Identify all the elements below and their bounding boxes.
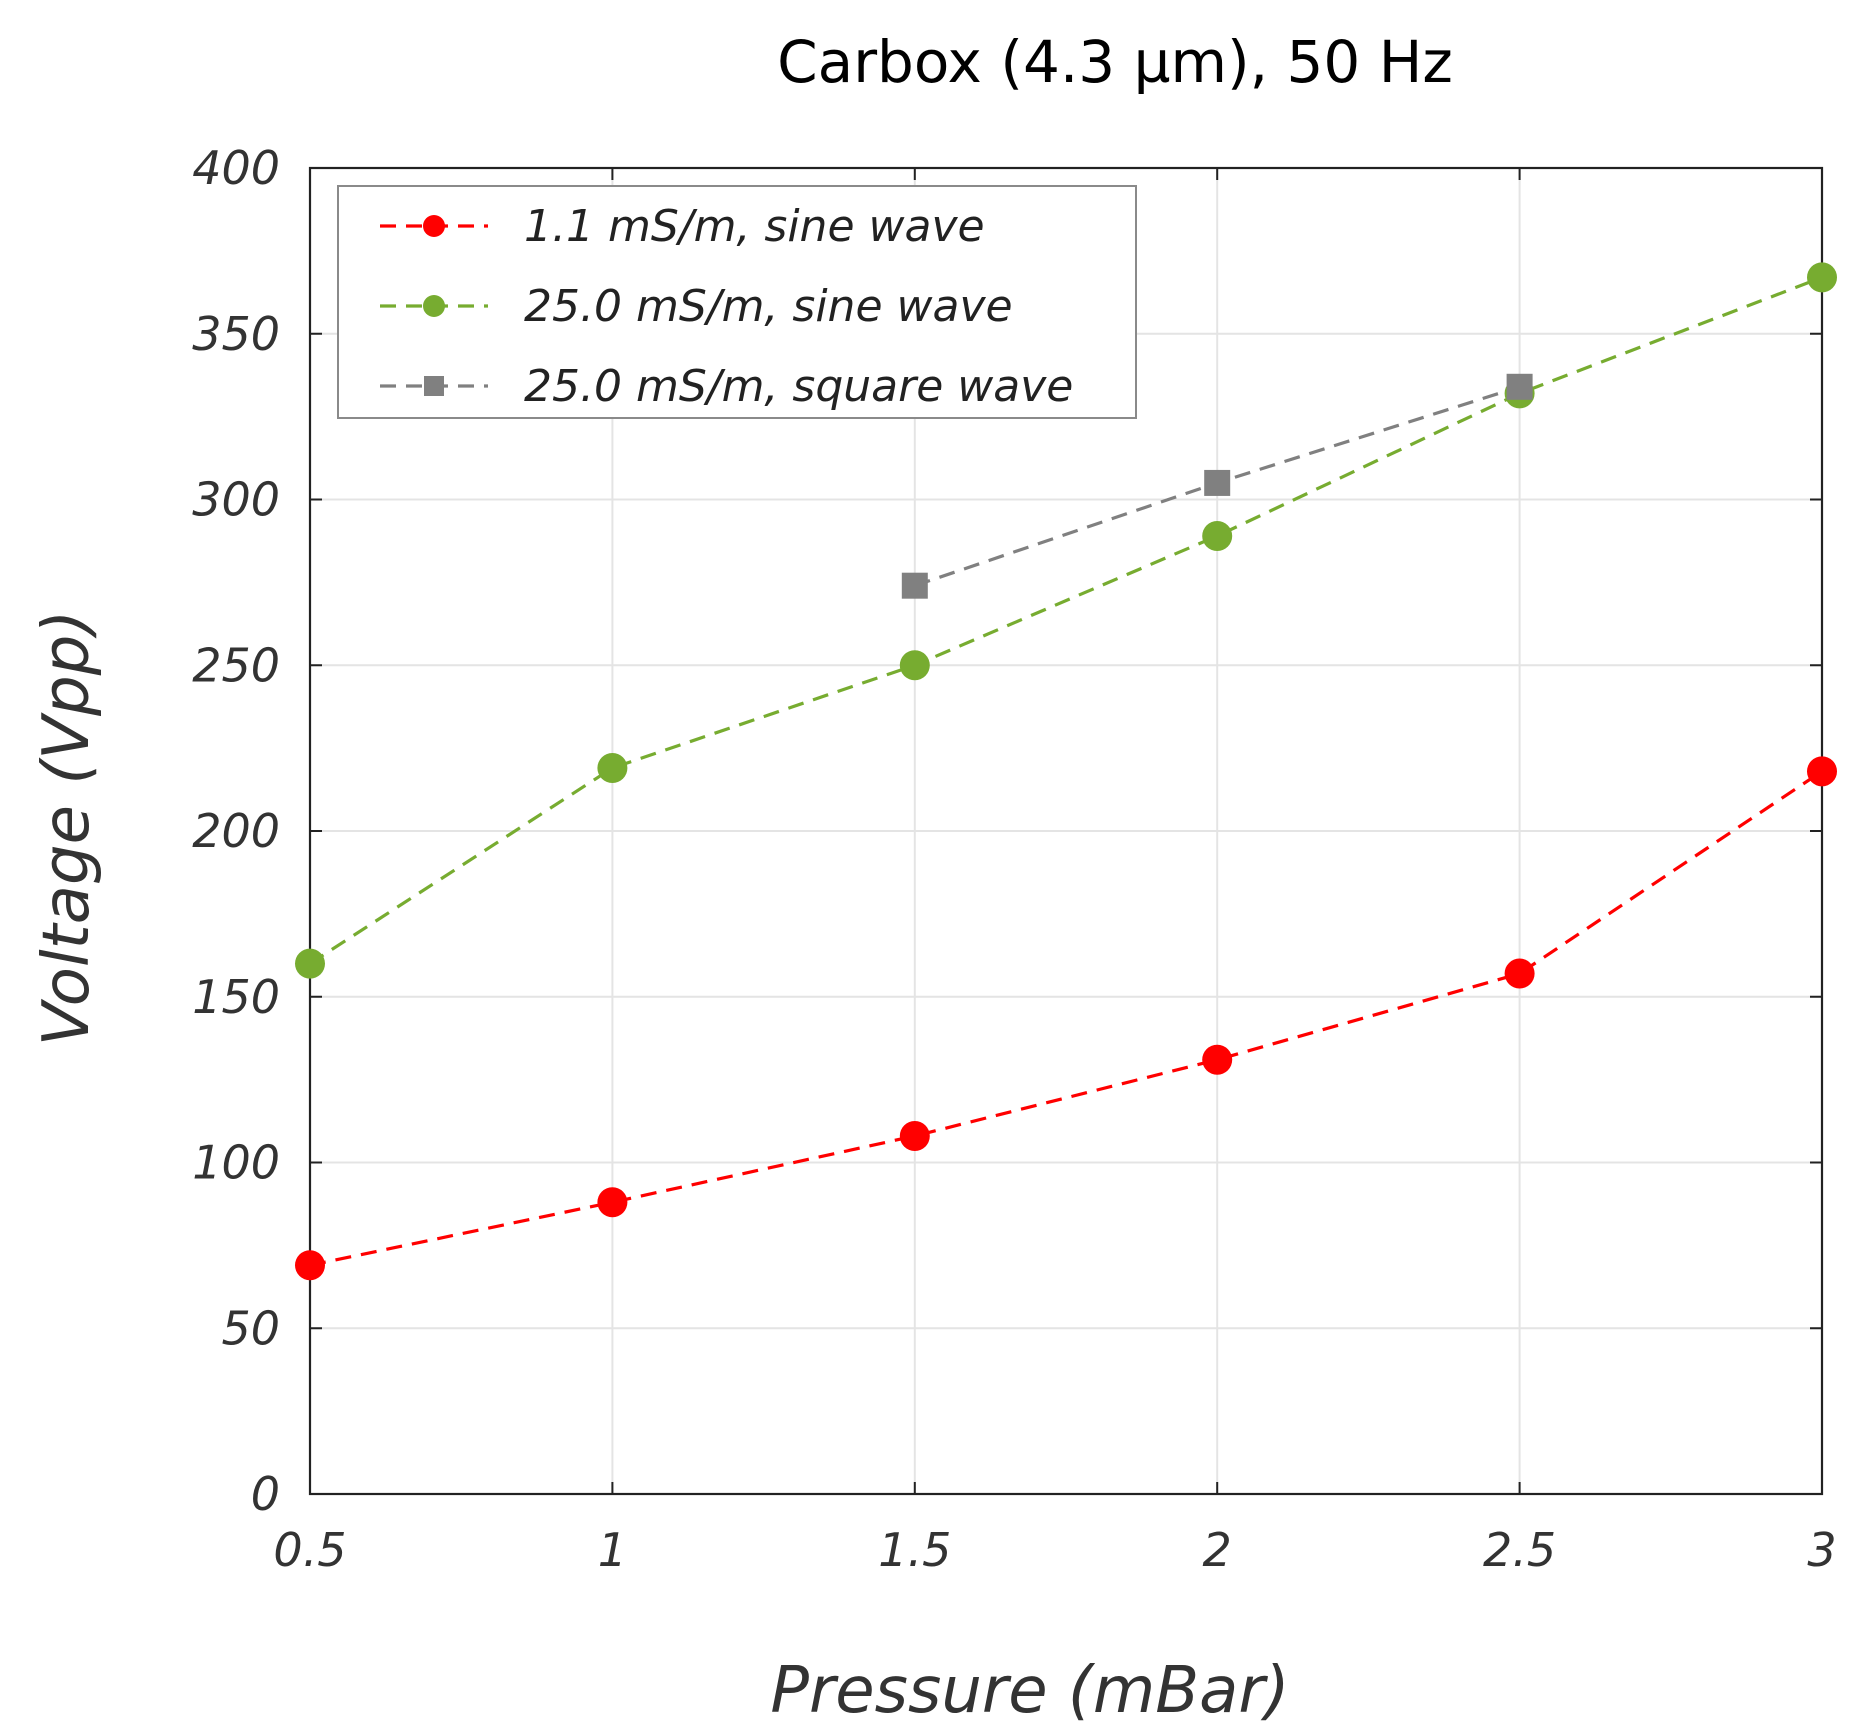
series-1-point-2: [899, 650, 930, 681]
chart-title: Carbox (4.3 µm), 50 Hz: [777, 28, 1453, 96]
series-2-point-1: [1204, 469, 1231, 496]
y-tick-label-0: 0: [251, 1467, 280, 1521]
series-1-point-5: [1807, 262, 1837, 293]
series-1-point-1: [597, 753, 628, 784]
series-2-point-0: [901, 572, 928, 599]
legend-label-1: 25.0 mS/m, sine wave: [524, 281, 1013, 332]
series-layer: [295, 262, 1837, 1281]
y-axis-label: Voltage (Vpp): [30, 610, 104, 1047]
x-tick-label-3: 2: [1203, 1523, 1232, 1577]
series-line-0: [309, 769, 1823, 1267]
ticks-layer: 0.5 1 1.5 2 2.5 3 0 50 100 150 200 250 300 350 400: [192, 141, 1836, 1577]
y-tick-label-1: 50: [221, 1301, 280, 1355]
x-tick-label-5: 3: [1807, 1523, 1836, 1577]
series-1-point-3: [1202, 520, 1233, 551]
y-tick-label-2: 100: [192, 1136, 280, 1190]
series-0-point-4: [1504, 958, 1535, 989]
legend-layer: 1.1 mS/m, sine wave 25.0 mS/m, sine wave 2…: [337, 185, 1137, 419]
y-tick-label-4: 200: [192, 804, 280, 858]
y-tick-label-5: 250: [192, 638, 280, 692]
series-0-point-5: [1807, 756, 1837, 787]
series-0-point-1: [597, 1187, 628, 1218]
x-tick-label-0: 0.5: [273, 1523, 346, 1577]
x-tick-label-4: 2.5: [1483, 1523, 1556, 1577]
legend-marker-2: [424, 376, 444, 396]
y-tick-label-7: 350: [192, 307, 280, 361]
series-line-1: [309, 275, 1823, 965]
series-0-point-2: [899, 1120, 930, 1151]
series-2-point-2: [1506, 373, 1533, 400]
legend-marker-0: [423, 215, 445, 237]
x-tick-label-1: 1: [598, 1523, 627, 1577]
y-tick-label-3: 150: [192, 970, 280, 1024]
series-0-point-3: [1202, 1044, 1233, 1075]
series-1-point-0: [295, 948, 325, 979]
x-tick-label-2: 1.5: [878, 1523, 951, 1577]
y-tick-label-8: 400: [192, 141, 280, 195]
legend-marker-1: [423, 295, 445, 317]
x-axis-label: Pressure (mBar): [770, 1654, 1289, 1728]
series-0-point-0: [295, 1250, 325, 1281]
legend-label-2: 25.0 mS/m, square wave: [524, 361, 1073, 412]
legend-label-0: 1.1 mS/m, sine wave: [524, 201, 985, 252]
y-tick-label-6: 300: [192, 473, 280, 527]
